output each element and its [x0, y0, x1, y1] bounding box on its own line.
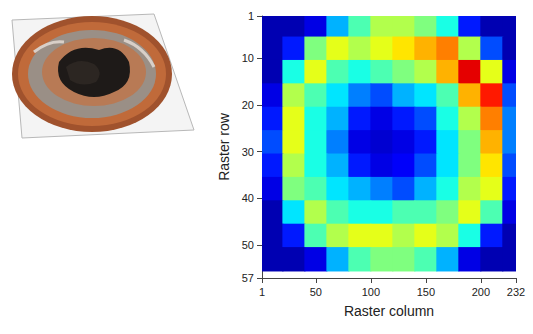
svg-text:30: 30: [242, 146, 254, 158]
svg-text:57: 57: [242, 272, 254, 284]
svg-text:Raster column: Raster column: [344, 303, 434, 319]
svg-text:200: 200: [472, 286, 490, 298]
svg-text:20: 20: [242, 99, 254, 111]
svg-text:1: 1: [259, 286, 265, 298]
svg-text:Raster row: Raster row: [216, 112, 232, 181]
svg-text:50: 50: [242, 239, 254, 251]
svg-text:232: 232: [507, 286, 525, 298]
svg-text:150: 150: [417, 286, 435, 298]
svg-text:40: 40: [242, 192, 254, 204]
svg-text:1: 1: [248, 10, 254, 22]
svg-text:100: 100: [362, 286, 380, 298]
svg-text:10: 10: [242, 52, 254, 64]
svg-text:50: 50: [310, 286, 322, 298]
